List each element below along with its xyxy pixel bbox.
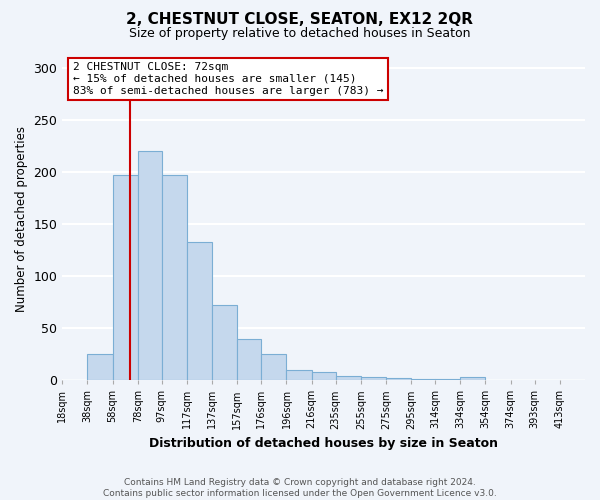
Bar <box>88 354 113 380</box>
Bar <box>361 377 386 380</box>
Bar <box>435 379 460 380</box>
Bar <box>187 242 212 380</box>
Bar <box>411 379 435 380</box>
Bar <box>460 377 485 380</box>
Bar <box>286 370 311 380</box>
Bar <box>386 378 411 380</box>
Bar <box>335 376 361 380</box>
Y-axis label: Number of detached properties: Number of detached properties <box>15 126 28 312</box>
Text: Contains HM Land Registry data © Crown copyright and database right 2024.
Contai: Contains HM Land Registry data © Crown c… <box>103 478 497 498</box>
Bar <box>113 175 138 380</box>
X-axis label: Distribution of detached houses by size in Seaton: Distribution of detached houses by size … <box>149 437 498 450</box>
Bar <box>138 151 162 380</box>
Text: Size of property relative to detached houses in Seaton: Size of property relative to detached ho… <box>129 28 471 40</box>
Bar <box>238 338 261 380</box>
Bar <box>162 175 187 380</box>
Bar <box>212 305 238 380</box>
Text: 2 CHESTNUT CLOSE: 72sqm
← 15% of detached houses are smaller (145)
83% of semi-d: 2 CHESTNUT CLOSE: 72sqm ← 15% of detache… <box>73 62 383 96</box>
Bar <box>311 372 335 380</box>
Bar <box>261 354 286 380</box>
Text: 2, CHESTNUT CLOSE, SEATON, EX12 2QR: 2, CHESTNUT CLOSE, SEATON, EX12 2QR <box>127 12 473 28</box>
